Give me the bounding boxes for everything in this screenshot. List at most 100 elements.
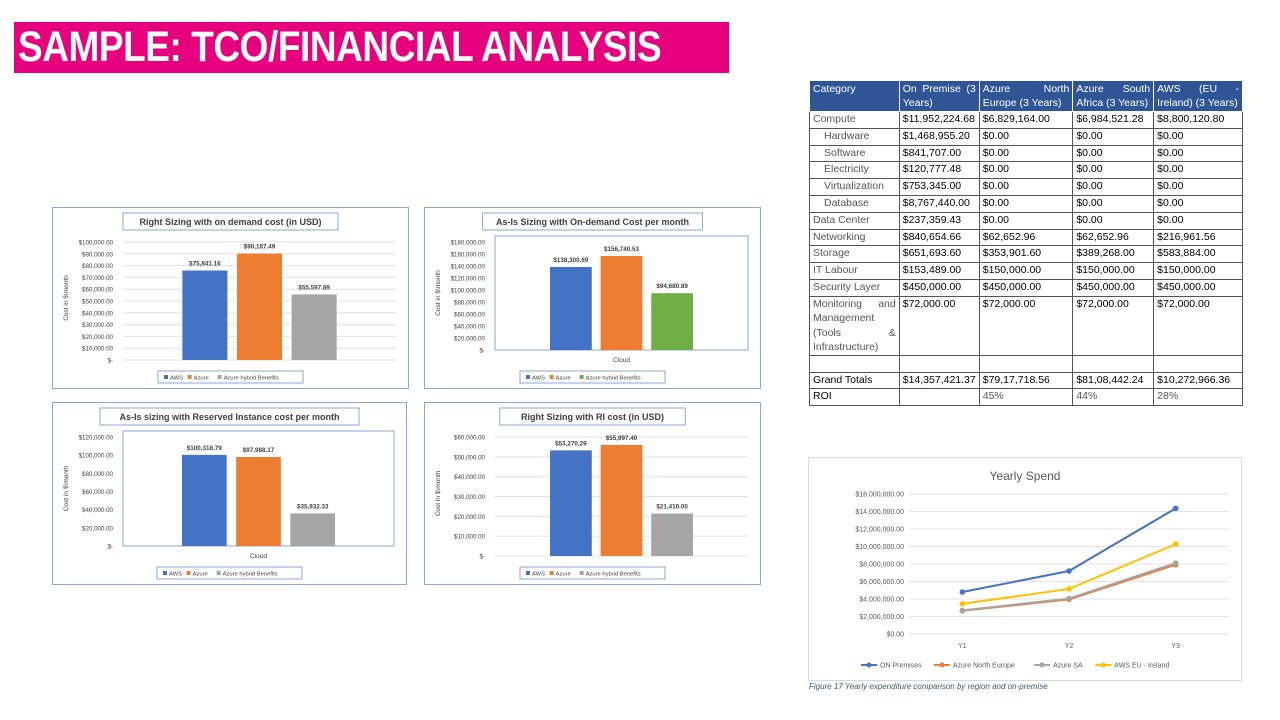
- y-axis-label: Cost in $\month: [63, 465, 70, 511]
- chart-as-is-reserved-instance: As-Is sizing with Reserved Instance cost…: [52, 402, 407, 585]
- data-point: [959, 601, 966, 607]
- x-tick-label: Y1: [958, 643, 967, 650]
- y-tick-label: $60,000.00: [82, 287, 114, 294]
- row-value: $0.00: [978, 144, 1074, 163]
- y-tick-label: $-: [479, 348, 485, 355]
- chart-svg: Right Sizing with on demand cost (in USD…: [63, 212, 396, 384]
- row-value: $0.00: [1072, 211, 1155, 230]
- roi-value: [898, 388, 980, 407]
- y-tick-label: $16,000,000.00: [855, 492, 904, 499]
- legend-swatch: [187, 375, 192, 379]
- bar-azure: [600, 444, 643, 556]
- data-point: [1172, 541, 1179, 547]
- empty-cell: [898, 354, 980, 373]
- row-value: $389,268.00: [1072, 245, 1155, 264]
- y-tick-label: $8,000,000.00: [859, 562, 904, 569]
- roi-value: 28%: [1153, 388, 1243, 407]
- chart-title: As-Is sizing with Reserved Instance cost…: [119, 412, 339, 422]
- legend-label: AWS EU - Ireland: [1114, 663, 1169, 670]
- y-tick-label: $10,000.00: [82, 346, 114, 353]
- y-tick-label: $180,000.00: [451, 240, 486, 247]
- table-row: Data Center $237,359.43 $0.00 $0.00 $0.00: [809, 211, 1243, 230]
- y-tick-label: $100,000.00: [451, 288, 486, 295]
- data-point: [1066, 568, 1072, 574]
- row-value: $120,777.48: [898, 161, 980, 180]
- chart-svg: Right Sizing with RI cost (in USD) $- $10,…: [435, 407, 748, 580]
- row-value: $1,468,955.20: [898, 127, 980, 146]
- roi-label: ROI: [809, 388, 900, 407]
- y-tick-label: $90,000.00: [82, 251, 114, 258]
- row-value: $450,000.00: [978, 278, 1074, 297]
- row-value: $72,000.00: [1072, 295, 1155, 356]
- row-value: $150,000.00: [1072, 262, 1155, 280]
- legend-label: AWS: [169, 572, 182, 578]
- row-category: Storage: [809, 245, 900, 264]
- row-value: $0.00: [1072, 194, 1155, 213]
- chart-title: Right Sizing with on demand cost (in USD…: [140, 217, 322, 227]
- y-tick-label: $80,000.00: [82, 471, 114, 478]
- data-point: [959, 607, 966, 614]
- x-axis-label: Cloud: [613, 357, 630, 364]
- row-value: $0.00: [978, 127, 1074, 146]
- row-value: $8,800,120.80: [1153, 111, 1243, 129]
- bar-aws: [550, 450, 592, 556]
- chart-title: Yearly Spend: [990, 469, 1061, 483]
- x-tick-label: Y3: [1171, 643, 1180, 650]
- y-tick-label: $12,000,000.00: [855, 527, 904, 534]
- y-tick-label: $40,000.00: [454, 324, 486, 331]
- bar-aws: [182, 270, 228, 360]
- data-label: $75,841.16: [189, 261, 221, 268]
- table-row: Virtualization $753,345.00 $0.00 $0.00 $0.00: [809, 178, 1243, 196]
- row-value: $0.00: [1072, 144, 1155, 163]
- data-label: $55,597.89: [298, 284, 330, 291]
- y-tick-label: $80,000.00: [454, 300, 486, 307]
- legend-label: ON Premises: [880, 663, 922, 670]
- chart-svg: As-Is sizing with Reserved Instance cost…: [63, 407, 395, 580]
- header-azure-south-africa: Azure South Africa (3 Years): [1072, 80, 1155, 112]
- y-tick-label: $0.00: [886, 632, 904, 639]
- row-value: $11,952,224.68: [898, 111, 980, 129]
- row-category: Database: [809, 194, 900, 213]
- data-label: $21,410.00: [656, 504, 688, 511]
- table-row-blank: [809, 354, 1243, 373]
- row-value: $840,654.66: [898, 228, 980, 247]
- slide-title: SAMPLE: TCO/FINANCIAL ANALYSIS: [14, 22, 729, 73]
- table-row: Storage $651,693.60 $353,901.60 $389,268.00…: [809, 245, 1243, 264]
- chart-svg: As-Is Sizing with On-demand Cost per mon…: [435, 212, 749, 384]
- row-value: $216,961.56: [1153, 228, 1243, 247]
- data-label: $97,988.17: [243, 447, 275, 454]
- row-value: $150,000.00: [978, 262, 1074, 280]
- bar-azure: [236, 456, 281, 546]
- row-value: $62,652.96: [978, 228, 1074, 247]
- grand-totals-value: $10,272,966.36: [1153, 371, 1243, 390]
- y-tick-label: $2,000,000.00: [859, 614, 904, 621]
- y-tick-label: $-: [107, 544, 113, 551]
- row-value: $72,000.00: [898, 295, 980, 356]
- row-value: $0.00: [978, 178, 1074, 196]
- legend-label: Azure: [556, 572, 571, 578]
- y-tick-label: $-: [479, 554, 485, 561]
- header-aws-ireland: AWS (EU - Ireland) (3 Years): [1153, 80, 1243, 112]
- legend-label: Azure: [556, 376, 571, 382]
- legend-swatch: [526, 375, 530, 379]
- figure-caption: Figure 17 Yearly expenditure comparison …: [809, 682, 1048, 691]
- row-value: $0.00: [1072, 161, 1155, 180]
- row-category: Monitoring and Management (Tools & Infra…: [809, 295, 900, 356]
- y-tick-label: $100,000.00: [79, 240, 114, 247]
- bar-aws: [181, 454, 227, 546]
- legend-box: [519, 370, 666, 384]
- y-tick-label: $60,000.00: [454, 435, 486, 442]
- tco-table: Category On Premise (3 Years) Azure Nort…: [809, 80, 1243, 407]
- bar-azure: [600, 255, 643, 350]
- row-value: $450,000.00: [898, 278, 980, 297]
- row-category: IT Labour: [809, 262, 900, 280]
- empty-cell: [978, 354, 1074, 373]
- table-row: Electricity $120,777.48 $0.00 $0.00 $0.00: [809, 161, 1243, 180]
- row-value: $583,884.00: [1153, 245, 1243, 264]
- data-point: [1066, 595, 1072, 602]
- row-category: Virtualization: [809, 178, 900, 196]
- row-value: $0.00: [1072, 178, 1155, 196]
- row-category: Security Layer: [809, 278, 900, 297]
- roi-value: 45%: [978, 388, 1074, 407]
- data-point: [1172, 560, 1179, 566]
